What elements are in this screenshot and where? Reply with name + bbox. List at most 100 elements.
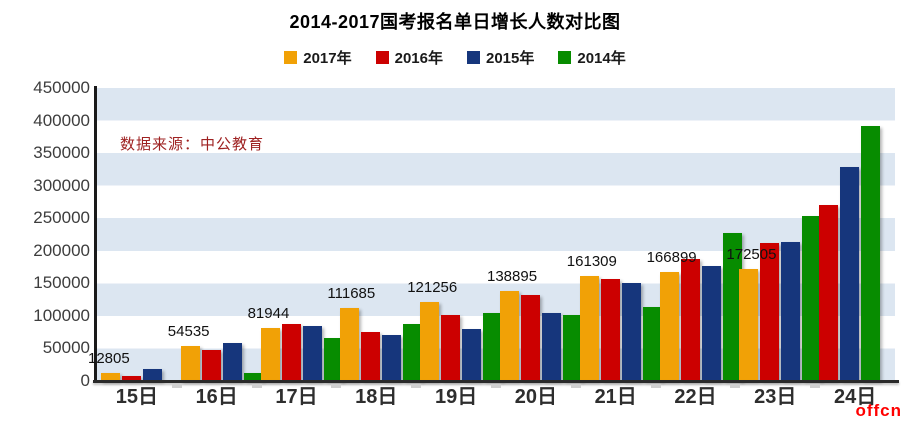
- bar-2016年-15日: [122, 375, 141, 381]
- x-axis-label-23日: 23日: [754, 386, 797, 408]
- x-axis-boundary-tick: [730, 384, 741, 388]
- x-axis-boundary-tick: [251, 384, 262, 388]
- x-axis-boundary-tick: [171, 384, 182, 388]
- bar-group-22日: 166899: [647, 88, 742, 381]
- x-axis-boundary-tick: [491, 384, 501, 388]
- x-axis-label-18日: 18日: [355, 386, 398, 408]
- legend-swatch-2014年: [558, 51, 572, 64]
- data-label-23日: 172505: [726, 245, 777, 263]
- bar-group-16日: 54535: [168, 88, 263, 381]
- bar-2014年-20日: [563, 314, 582, 381]
- bar-2014年-22日: [722, 233, 742, 381]
- bar-2014年-24日: [861, 126, 881, 381]
- bar-2016年-16日: [201, 349, 221, 381]
- x-axis-boundary-tick: [810, 384, 821, 388]
- bar-2016年-23日: [760, 242, 780, 381]
- legend-item-2016年: 2016年: [375, 47, 443, 68]
- bar-2015年-20日: [542, 313, 561, 381]
- legend-item-2014年: 2014年: [558, 47, 626, 68]
- bar-2016年-24日: [819, 204, 839, 381]
- legend-swatch-2016年: [375, 51, 389, 64]
- bar-2017年-15日: [101, 372, 120, 381]
- x-axis-boundary-tick: [570, 384, 581, 388]
- y-axis-line: [94, 86, 97, 383]
- data-label-15日: 12805: [88, 349, 130, 367]
- bar-2017年-20日: [500, 290, 519, 381]
- data-source-watermark: 数据来源：中公教育: [120, 136, 265, 153]
- chart-legend: 2017年 2016年 2015年 2014年: [0, 47, 910, 68]
- offcn-logo: offcn: [855, 401, 902, 420]
- bar-2016年-20日: [521, 295, 540, 381]
- bar-2016年-22日: [680, 259, 700, 381]
- legend-label: 2017年: [303, 50, 352, 67]
- y-axis-tick-label: 150000: [33, 273, 90, 293]
- x-axis-boundary-tick: [331, 384, 342, 388]
- bar-2015年-16日: [222, 343, 242, 381]
- bar-2014年-21日: [642, 306, 662, 381]
- bar-group-15日: 12805: [88, 88, 177, 381]
- x-axis-label-15日: 15日: [115, 386, 159, 408]
- data-label-16日: 54535: [167, 322, 210, 340]
- bar-2015年-21日: [621, 283, 641, 381]
- y-axis-tick-label: 250000: [33, 208, 90, 228]
- y-axis-tick-label: 300000: [33, 175, 90, 195]
- bar-2017年-21日: [579, 275, 599, 381]
- y-axis-tick-label: 450000: [33, 78, 90, 97]
- x-axis-label-17日: 17日: [275, 386, 318, 408]
- bar-2014年-16日: [243, 373, 263, 381]
- bar-group-18日: 111685: [327, 88, 423, 381]
- bar-group-17日: 81944: [248, 88, 343, 381]
- bar-2017年-23日: [739, 268, 759, 381]
- legend-item-2017年: 2017年: [284, 47, 352, 68]
- bar-2015年-22日: [701, 266, 721, 381]
- legend-label: 2015年: [486, 50, 535, 67]
- bar-2017年-22日: [659, 272, 679, 381]
- bar-2014年-17日: [323, 338, 343, 381]
- bar-group-23日: 172505: [726, 88, 822, 381]
- bar-2014年-18日: [403, 323, 423, 381]
- bar-2015年-19日: [462, 328, 482, 381]
- x-axis-boundary-tick: [650, 384, 661, 388]
- bar-2015年-15日: [143, 369, 162, 381]
- bar-2015年-18日: [382, 335, 402, 381]
- bar-2016年-18日: [361, 332, 381, 381]
- data-label-22日: 166899: [646, 249, 697, 267]
- bar-2017年-19日: [420, 302, 440, 381]
- x-axis-label-20日: 20日: [514, 386, 558, 408]
- bar-group-21日: 161309: [567, 88, 662, 381]
- data-label-19日: 121256: [407, 279, 458, 297]
- data-label-20日: 138895: [487, 267, 538, 285]
- data-label-18日: 111685: [327, 285, 376, 303]
- bar-2016年-21日: [600, 279, 620, 381]
- x-axis-label-21日: 21日: [594, 386, 637, 408]
- bar-2014年-23日: [802, 216, 822, 381]
- legend-swatch-2017年: [284, 51, 298, 64]
- x-axis-boundary-tick: [411, 384, 422, 388]
- y-axis-tick-label: 100000: [33, 305, 90, 325]
- y-axis-tick-label: 350000: [33, 143, 90, 163]
- chart-title: 2014-2017国考报名单日增长人数对比图: [289, 12, 621, 32]
- bar-2014年-19日: [483, 312, 503, 381]
- y-axis-tick-label: 200000: [33, 240, 90, 260]
- x-axis-label-19日: 19日: [434, 386, 478, 408]
- legend-swatch-2015年: [467, 51, 480, 64]
- x-axis-label-22日: 22日: [674, 386, 717, 408]
- bar-group-24日: [815, 88, 895, 381]
- data-label-17日: 81944: [247, 304, 290, 322]
- bar-group-20日: 138895: [487, 88, 582, 381]
- y-axis-tick-label: 0: [80, 371, 90, 390]
- legend-item-2015年: 2015年: [467, 47, 534, 68]
- bar-2015年-24日: [840, 166, 860, 381]
- x-axis-label-16日: 16日: [195, 386, 238, 408]
- y-axis-tick-label: 50000: [42, 338, 90, 358]
- bar-2017年-18日: [340, 308, 360, 381]
- data-label-21日: 161309: [566, 252, 617, 270]
- bar-group-19日: 121256: [407, 88, 503, 381]
- bar-2016年-17日: [281, 323, 301, 381]
- x-axis-label-24日: 24日: [833, 386, 877, 408]
- legend-label: 2016年: [394, 50, 443, 67]
- plot-area: 12805 54535 81944 111685 121256 138895 161309 1…: [88, 88, 895, 381]
- bar-2015年-17日: [302, 326, 322, 381]
- y-axis-tick-label: 400000: [33, 110, 90, 130]
